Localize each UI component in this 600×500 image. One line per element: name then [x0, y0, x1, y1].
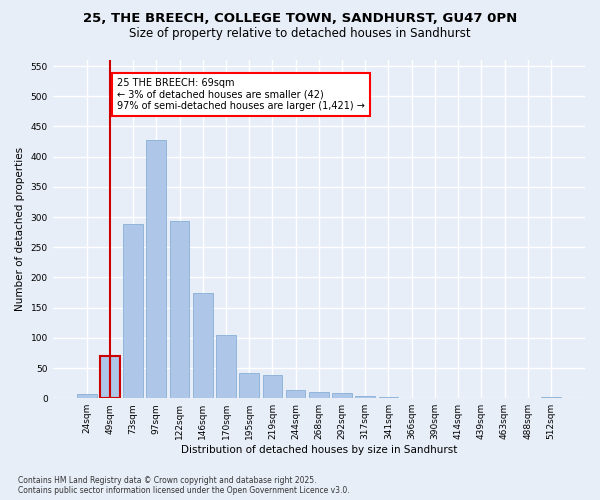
Bar [77, 394, 97, 398]
Bar [332, 394, 352, 398]
Bar [193, 292, 212, 398]
Bar [286, 390, 305, 398]
Y-axis label: Number of detached properties: Number of detached properties [15, 147, 25, 311]
Text: Contains HM Land Registry data © Crown copyright and database right 2025.
Contai: Contains HM Land Registry data © Crown c… [18, 476, 350, 495]
Bar [239, 373, 259, 398]
Bar [216, 335, 236, 398]
Bar [355, 396, 375, 398]
Bar [263, 376, 282, 398]
Bar [100, 356, 120, 398]
Text: 25, THE BREECH, COLLEGE TOWN, SANDHURST, GU47 0PN: 25, THE BREECH, COLLEGE TOWN, SANDHURST,… [83, 12, 517, 26]
Bar [379, 397, 398, 398]
Bar [146, 140, 166, 398]
Text: 25 THE BREECH: 69sqm
← 3% of detached houses are smaller (42)
97% of semi-detach: 25 THE BREECH: 69sqm ← 3% of detached ho… [117, 78, 365, 112]
Bar [170, 222, 190, 398]
Bar [541, 397, 561, 398]
X-axis label: Distribution of detached houses by size in Sandhurst: Distribution of detached houses by size … [181, 445, 457, 455]
Bar [123, 224, 143, 398]
Bar [309, 392, 329, 398]
Text: Size of property relative to detached houses in Sandhurst: Size of property relative to detached ho… [129, 28, 471, 40]
